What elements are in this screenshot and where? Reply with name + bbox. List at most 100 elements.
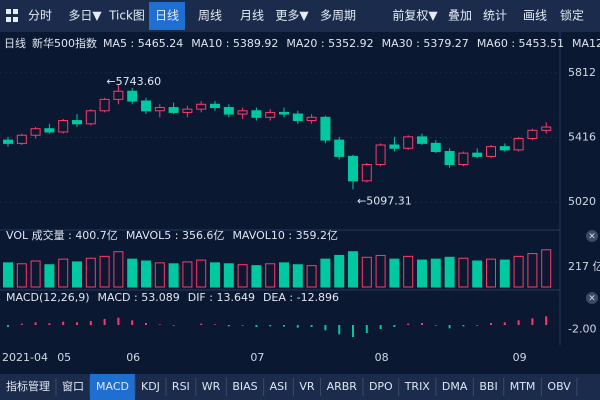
volume-bar xyxy=(3,262,13,288)
candle-body xyxy=(182,108,193,113)
volume-bar xyxy=(527,253,538,288)
candle-body xyxy=(154,107,165,112)
indicator-label: VOL 成交量 : 400.7亿 xyxy=(6,228,118,242)
indicator-label: DEA : -12.896 xyxy=(263,291,339,304)
volume-bar xyxy=(389,258,400,288)
candle-body xyxy=(141,100,151,112)
toolbar-item[interactable]: Tick图 xyxy=(108,9,145,23)
x-tick-label: 08 xyxy=(375,351,389,364)
tab[interactable]: MTM xyxy=(510,380,536,393)
candle-body xyxy=(348,155,358,182)
candle-body xyxy=(527,129,538,139)
candle-body xyxy=(30,128,41,136)
toolbar-item[interactable]: 日线 xyxy=(155,9,179,23)
candle-body xyxy=(168,107,179,113)
candle-body xyxy=(499,146,510,151)
volume-bar xyxy=(430,258,441,288)
volume-bar xyxy=(58,258,69,288)
candle-body xyxy=(403,136,414,149)
volume-bar xyxy=(444,256,455,288)
candle-body xyxy=(417,136,427,144)
candle-body xyxy=(472,152,483,157)
indicator-label: MAVOL10 : 359.2亿 xyxy=(232,229,338,242)
toolbar-item[interactable]: 多周期 xyxy=(320,9,356,23)
candle-body xyxy=(458,152,469,166)
candle-body xyxy=(361,164,372,182)
toolbar-item[interactable]: 月线 xyxy=(240,9,264,23)
x-tick-label: 06 xyxy=(126,351,140,364)
volume-bar xyxy=(361,256,372,288)
candle-body xyxy=(3,139,13,144)
y-tick-label: 5416 xyxy=(568,131,596,144)
candle-body xyxy=(541,126,552,131)
x-tick-label: 05 xyxy=(57,351,71,364)
close-icon[interactable]: × xyxy=(586,292,598,304)
volume-bar xyxy=(279,262,289,288)
y-tick-label: 5812 xyxy=(568,66,596,79)
tab[interactable]: VR xyxy=(299,380,315,393)
tab[interactable]: BBI xyxy=(479,380,497,393)
volume-bar xyxy=(251,265,262,288)
candle-body xyxy=(113,90,124,100)
max-annotation: ←5743.60 xyxy=(106,75,161,88)
toolbar-item[interactable]: 更多▼ xyxy=(275,9,309,23)
candle-body xyxy=(127,90,138,102)
candle-body xyxy=(292,113,303,122)
toolbar-item[interactable]: 锁定 xyxy=(560,8,584,23)
x-tick-label: 07 xyxy=(250,351,264,364)
volume-bar xyxy=(99,255,110,288)
tab[interactable]: KDJ xyxy=(141,380,160,393)
tab[interactable]: DPO xyxy=(369,380,393,393)
svg-text:×: × xyxy=(588,232,596,242)
indicator-label: MA60 : 5453.51 xyxy=(477,37,564,50)
volume-bar xyxy=(499,259,510,288)
volume-bar xyxy=(320,258,331,288)
svg-text:×: × xyxy=(588,294,596,304)
tab[interactable]: BIAS xyxy=(232,380,257,393)
toolbar-item[interactable]: 画线 xyxy=(523,9,547,23)
toolbar-item[interactable]: 分时 xyxy=(28,9,52,23)
tab[interactable]: ASI xyxy=(270,380,288,393)
y-tick-label: 217 亿 xyxy=(568,260,600,273)
candle-body xyxy=(320,116,331,141)
indicator-label: MA10 : 5389.92 xyxy=(191,37,278,50)
toolbar-item[interactable]: 多日▼ xyxy=(68,9,102,23)
toolbar-item[interactable]: 前复权▼ xyxy=(392,8,438,23)
tab[interactable]: 窗口 xyxy=(62,379,84,393)
toolbar-item[interactable]: 叠加 xyxy=(448,9,472,23)
candle-body xyxy=(265,111,276,118)
toolbar-item[interactable]: 周线 xyxy=(198,9,222,23)
volume-bar xyxy=(265,263,276,288)
candle-body xyxy=(44,128,55,133)
volume-bar xyxy=(141,260,151,288)
candle-body xyxy=(389,144,400,149)
volume-bar xyxy=(375,254,386,288)
close-icon[interactable]: × xyxy=(586,230,598,242)
tab[interactable]: OBV xyxy=(547,380,571,393)
tab[interactable]: TRIX xyxy=(404,380,431,393)
volume-bar xyxy=(154,262,165,288)
indicator-label: MA20 : 5352.92 xyxy=(286,37,373,50)
candle-body xyxy=(237,110,248,115)
candle-body xyxy=(334,139,345,157)
tab[interactable]: ARBR xyxy=(327,380,358,393)
volume-bar xyxy=(513,255,524,288)
candle-body xyxy=(85,110,96,125)
tab[interactable]: WR xyxy=(202,380,221,393)
toolbar-item[interactable]: 统计 xyxy=(483,9,507,23)
candle-body xyxy=(251,110,262,118)
tab[interactable]: DMA xyxy=(442,380,468,393)
grid-icon xyxy=(6,9,18,22)
volume-bar xyxy=(113,251,124,288)
y-tick-label: 5020 xyxy=(568,195,596,208)
volume-bar xyxy=(16,263,27,288)
volume-bar xyxy=(182,261,193,288)
tab[interactable]: MACD xyxy=(96,380,129,393)
tab[interactable]: RSI xyxy=(172,380,190,393)
candle-body xyxy=(16,134,27,144)
volume-bar xyxy=(223,263,234,288)
tab[interactable]: 指标管理 xyxy=(6,379,50,393)
candle-body xyxy=(513,137,524,151)
